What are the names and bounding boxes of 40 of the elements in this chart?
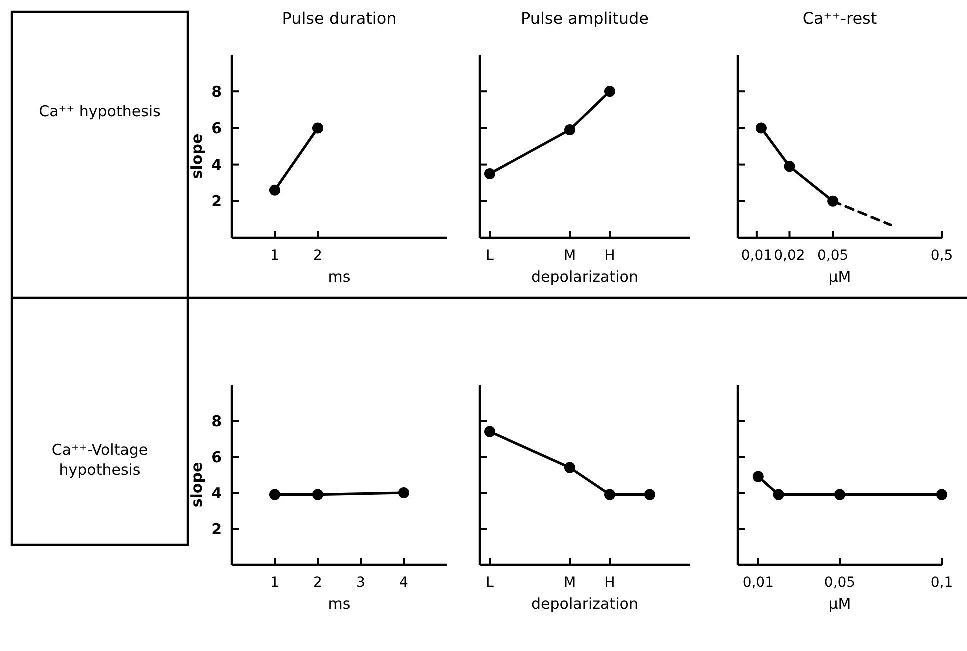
x-tick-label: 0,5	[930, 248, 954, 264]
x-tick-label: 0,02	[774, 248, 806, 264]
x-axis-title: µM	[828, 268, 852, 286]
y-tick-label: 2	[212, 192, 222, 211]
x-axis-title: depolarization	[532, 595, 638, 613]
x-tick-label: 0,01	[742, 575, 774, 591]
y-tick-label: 2	[212, 520, 222, 538]
x-tick-label: M	[564, 575, 576, 591]
y-tick-label: 4	[212, 484, 222, 502]
y-axis-title: slope	[188, 462, 206, 508]
x-axis-title: depolarization	[532, 268, 638, 286]
x-tick-label: 2	[314, 575, 322, 591]
y-tick-label: 6	[212, 448, 222, 466]
x-tick-label: L	[486, 248, 494, 264]
x-tick-label: 4	[400, 575, 409, 591]
x-axis-title: µM	[828, 595, 852, 613]
x-tick-label: 0,1	[930, 575, 954, 591]
y-tick-label: 8	[212, 412, 222, 430]
x-tick-label: 0,01	[741, 248, 773, 264]
chart-title: Pulse amplitude	[520, 9, 650, 28]
x-tick-label: 0,05	[824, 575, 856, 591]
x-tick-label: M	[564, 248, 576, 264]
x-tick-label: 2	[314, 248, 322, 264]
x-tick-label: 1	[270, 575, 280, 591]
chart-title: Ca⁺⁺-rest	[802, 9, 878, 28]
x-axis-title: ms	[328, 595, 351, 613]
x-tick-label: H	[604, 248, 616, 264]
x-tick-label: H	[604, 575, 616, 591]
x-tick-label: 0,05	[817, 248, 849, 264]
x-axis-title: ms	[328, 268, 351, 286]
y-axis-title: slope	[188, 134, 206, 180]
x-tick-label: 1	[270, 248, 280, 264]
y-tick-label: 6	[212, 119, 222, 138]
y-tick-label: 4	[212, 156, 222, 174]
x-tick-label: L	[486, 575, 494, 591]
text: Ca⁺⁺ hypothesis	[39, 102, 162, 120]
text: Ca⁺⁺-Voltage hypothesis	[52, 441, 148, 479]
x-tick-label: 3	[356, 575, 366, 591]
y-tick-label: 8	[212, 82, 222, 101]
chart-title: Pulse duration	[282, 9, 397, 28]
